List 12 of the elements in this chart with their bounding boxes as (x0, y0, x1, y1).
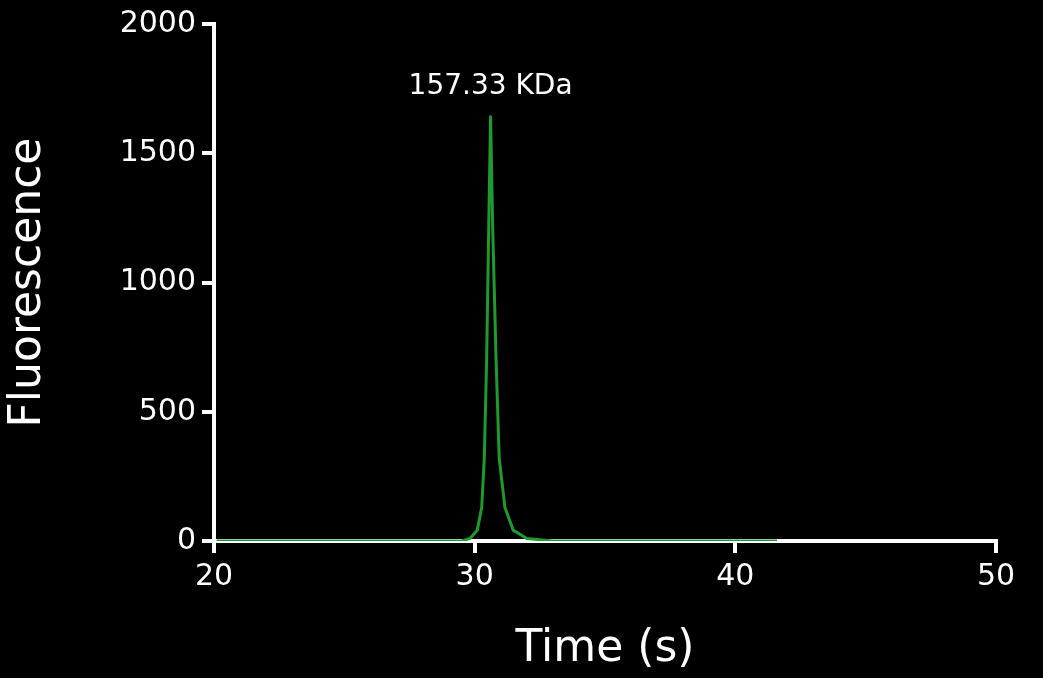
y-tick-label: 2000 (119, 3, 196, 39)
y-axis-title: Fluorescence (0, 137, 50, 428)
y-tick-label: 500 (138, 391, 196, 427)
x-tick-label: 20 (194, 556, 234, 592)
y-tick-label: 1500 (119, 133, 196, 169)
annotation: 157.33 KDa (408, 68, 573, 102)
y-tick-label: 1000 (119, 262, 196, 298)
y-tick-label: 0 (176, 520, 196, 556)
x-tick-label: 30 (455, 556, 494, 592)
x-tick-label: 40 (716, 556, 755, 592)
x-tick-label: 50 (976, 556, 1016, 592)
x-axis-title: Time (s) (514, 620, 695, 672)
